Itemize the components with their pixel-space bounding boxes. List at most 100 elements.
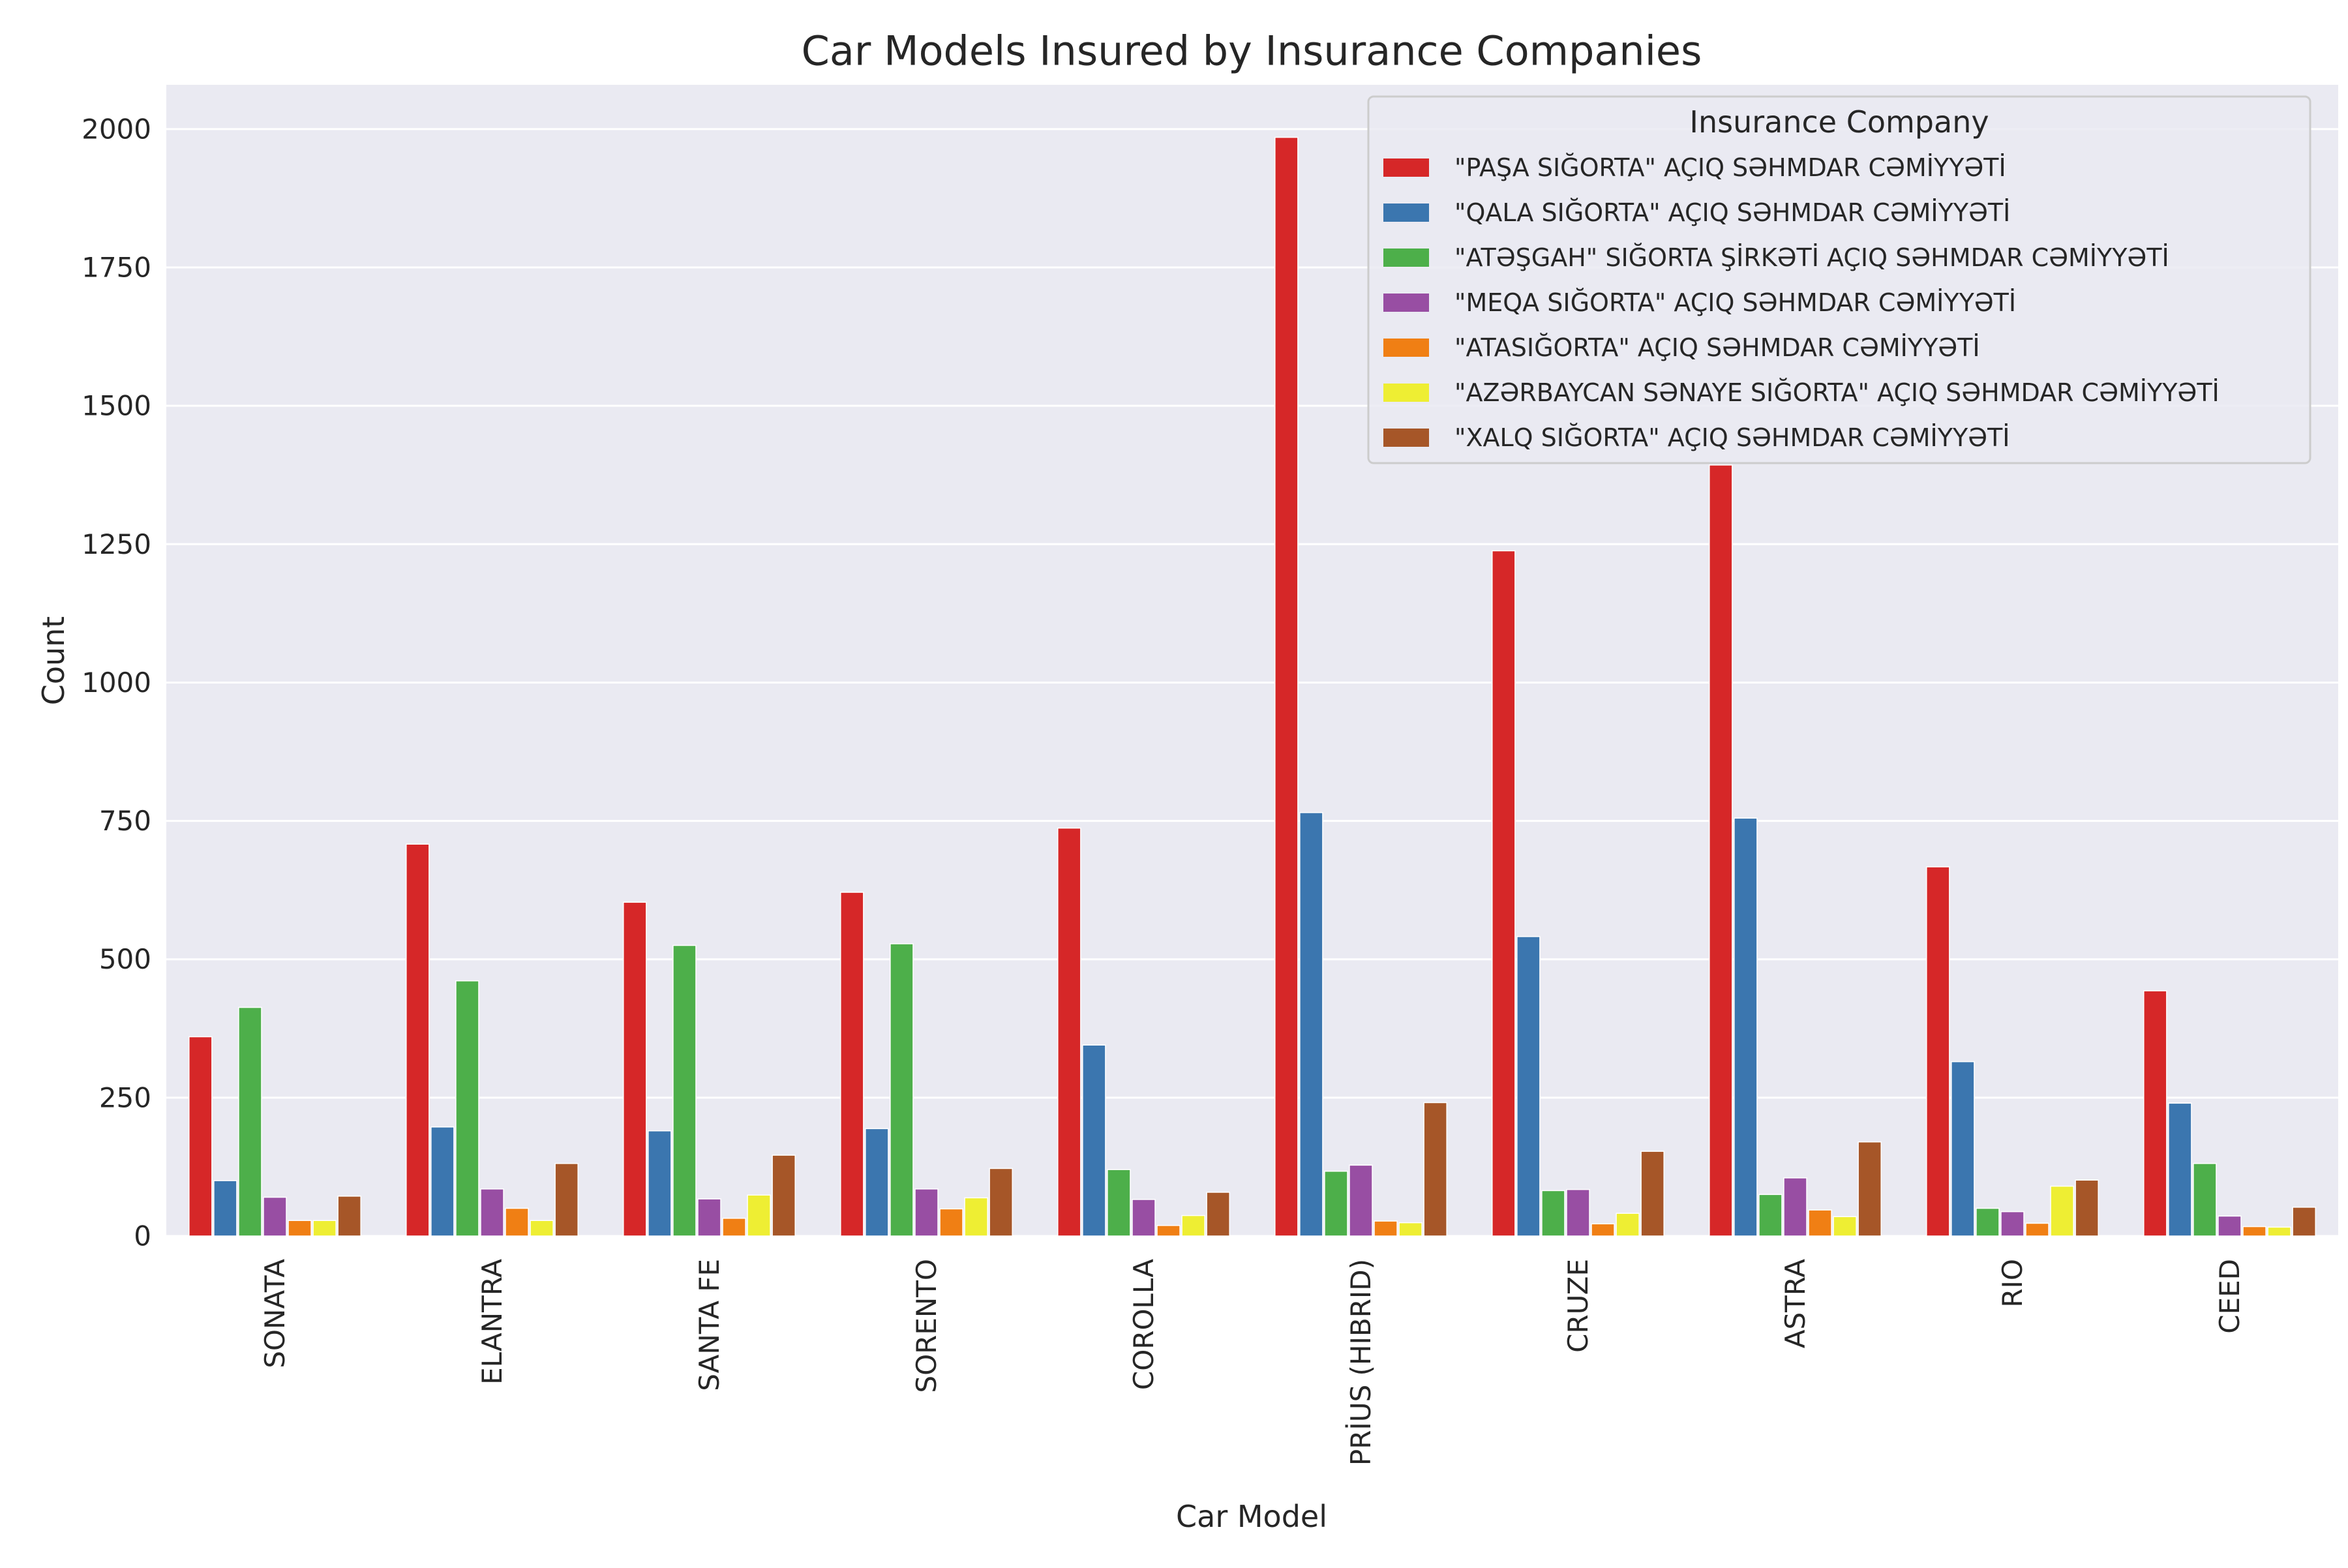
bar <box>1107 1169 1131 1237</box>
y-tick-label: 250 <box>99 1081 151 1113</box>
bar <box>1274 136 1299 1237</box>
bar <box>406 843 430 1237</box>
bar <box>914 1188 939 1237</box>
bar <box>939 1208 963 1237</box>
bar <box>2242 1226 2266 1237</box>
y-tick-label: 500 <box>99 943 151 975</box>
bar <box>430 1126 455 1237</box>
bar <box>2050 1185 2074 1237</box>
bar <box>480 1188 504 1237</box>
x-tick-label: ASTRA <box>1779 1259 1811 1349</box>
chart-title: Car Models Insured by Insurance Companie… <box>802 27 1702 75</box>
bar <box>1492 550 1516 1237</box>
bar <box>2168 1102 2192 1237</box>
x-tick-label: SONATA <box>259 1259 291 1368</box>
bar <box>1541 1190 1565 1237</box>
legend-items: "PAŞA SIĞORTA" AÇIQ SƏHMDAR CƏMİYYƏTİ "QA… <box>1383 153 2220 452</box>
bar <box>722 1218 746 1237</box>
legend-label: "MEQA SIĞORTA" AÇIQ SƏHMDAR CƏMİYYƏTİ <box>1454 288 2016 317</box>
bar <box>1374 1220 1398 1237</box>
bar <box>697 1198 721 1237</box>
legend-swatch <box>1383 429 1429 447</box>
legend-label: "AZƏRBAYCAN SƏNAYE SIĞORTA" AÇIQ SƏHMDAR… <box>1454 378 2220 407</box>
bar <box>1926 866 1950 1237</box>
bar <box>1206 1192 1230 1237</box>
y-tick-label: 1000 <box>82 667 151 699</box>
y-tick-label: 750 <box>99 805 151 837</box>
bar <box>2143 990 2167 1237</box>
bar <box>1858 1141 1882 1237</box>
y-axis-label: Count <box>36 616 71 706</box>
legend-swatch <box>1383 339 1429 357</box>
bar <box>1833 1216 1857 1237</box>
legend-swatch <box>1383 294 1429 312</box>
legend-label: "PAŞA SIĞORTA" AÇIQ SƏHMDAR CƏMİYYƏTİ <box>1454 153 2006 182</box>
bar <box>337 1196 361 1237</box>
bar <box>1299 812 1323 1237</box>
legend-label: "ATƏŞGAH" SIĞORTA ŞİRKƏTİ AÇIQ SƏHMDAR C… <box>1454 243 2169 272</box>
bar <box>1758 1194 1783 1237</box>
bar <box>530 1220 554 1237</box>
x-axis-label: Car Model <box>1176 1499 1327 1534</box>
bar <box>2000 1211 2024 1237</box>
bar <box>2075 1179 2099 1237</box>
bar <box>2218 1215 2242 1237</box>
y-tick-label: 1500 <box>82 390 151 422</box>
bar <box>1181 1214 1205 1237</box>
legend-swatch <box>1383 249 1429 267</box>
x-tick-label: CEED <box>2214 1259 2246 1334</box>
bar <box>1616 1213 1640 1237</box>
bar <box>1516 936 1541 1237</box>
bar <box>1398 1222 1422 1237</box>
bar <box>505 1207 529 1237</box>
bar <box>1976 1207 2000 1237</box>
bar <box>288 1220 312 1237</box>
bar <box>312 1220 337 1237</box>
bar <box>623 901 647 1237</box>
bar <box>1783 1177 1807 1237</box>
x-tick-label: ELANTRA <box>476 1259 508 1385</box>
bar <box>1324 1170 1348 1237</box>
bar <box>772 1154 796 1237</box>
bar <box>1349 1164 1373 1237</box>
legend-label: "ATASIĞORTA" AÇIQ SƏHMDAR CƏMİYYƏTİ <box>1454 333 1980 362</box>
legend-label: "QALA SIĞORTA" AÇIQ SƏHMDAR CƏMİYYƏTİ <box>1454 198 2010 227</box>
bar <box>964 1197 988 1237</box>
bar <box>1566 1188 1590 1237</box>
legend-frame <box>1367 95 2311 464</box>
bar <box>840 892 864 1237</box>
y-tick-label: 0 <box>134 1220 151 1252</box>
bar <box>672 944 697 1237</box>
bar <box>1951 1061 1975 1237</box>
bar <box>1423 1102 1447 1237</box>
x-tick-labels: SONATA ELANTRA SANTA FE SORENTO COROLLA PRİUS… <box>259 1259 2246 1466</box>
bar <box>1808 1209 1832 1237</box>
x-tick-label: COROLLA <box>1128 1259 1160 1390</box>
bar <box>1640 1151 1664 1237</box>
bar <box>213 1180 237 1237</box>
bar <box>1709 464 1733 1237</box>
bar <box>1156 1225 1181 1237</box>
legend-swatch <box>1383 158 1429 177</box>
y-tick-label: 2000 <box>82 113 151 145</box>
bar <box>989 1168 1013 1237</box>
bar <box>1057 827 1081 1237</box>
bar <box>1082 1044 1106 1237</box>
bar <box>238 1006 262 1237</box>
legend: Insurance Company "PAŞA SIĞORTA" AÇIQ SƏ… <box>1367 95 2311 464</box>
bar <box>554 1163 579 1237</box>
bar <box>890 943 914 1237</box>
y-tick-label: 1750 <box>82 252 151 284</box>
bar <box>1591 1223 1615 1237</box>
legend-swatch <box>1383 204 1429 222</box>
legend-label: "XALQ SIĞORTA" AÇIQ SƏHMDAR CƏMİYYƏTİ <box>1454 423 2010 452</box>
bar <box>747 1194 771 1237</box>
x-tick-label: CRUZE <box>1562 1259 1594 1353</box>
bar <box>263 1196 287 1237</box>
bar <box>2267 1226 2291 1237</box>
bar <box>865 1128 889 1237</box>
x-tick-label: SANTA FE <box>693 1259 725 1391</box>
x-tick-label: RIO <box>1996 1259 2028 1308</box>
